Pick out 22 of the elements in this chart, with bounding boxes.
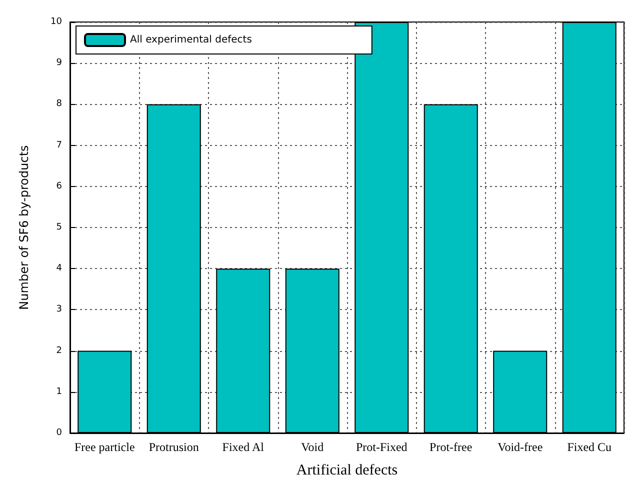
y-tick-label: 8 xyxy=(56,99,62,110)
y-axis-title: Number of SF6 by-products xyxy=(17,145,31,310)
y-tick-label: 1 xyxy=(56,386,62,397)
y-tick-label: 2 xyxy=(56,346,62,356)
x-tick-label: Prot-free xyxy=(430,440,472,454)
y-tick-label: 4 xyxy=(56,264,62,274)
x-tick-label: Protrusion xyxy=(148,440,199,454)
y-tick-label: 7 xyxy=(56,140,62,150)
x-tick-label: Void-free xyxy=(498,440,543,454)
x-axis-title: Artificial defects xyxy=(296,462,398,478)
legend-label: All experimental defects xyxy=(130,34,252,46)
x-tick-label: Void xyxy=(301,440,324,454)
x-tick-label: Fixed Al xyxy=(222,440,265,454)
y-tick-label: 6 xyxy=(56,181,62,192)
x-tick-label: Prot-Fixed xyxy=(356,440,408,454)
x-tick-label: Fixed Cu xyxy=(567,440,612,454)
y-tick-label: 3 xyxy=(56,304,62,315)
y-tick-label: 5 xyxy=(56,222,62,232)
x-tick-label: Free particle xyxy=(74,440,135,454)
y-tick-label: 0 xyxy=(56,428,62,438)
y-tick-label: 9 xyxy=(56,58,62,68)
y-tick-label: 10 xyxy=(50,17,62,27)
